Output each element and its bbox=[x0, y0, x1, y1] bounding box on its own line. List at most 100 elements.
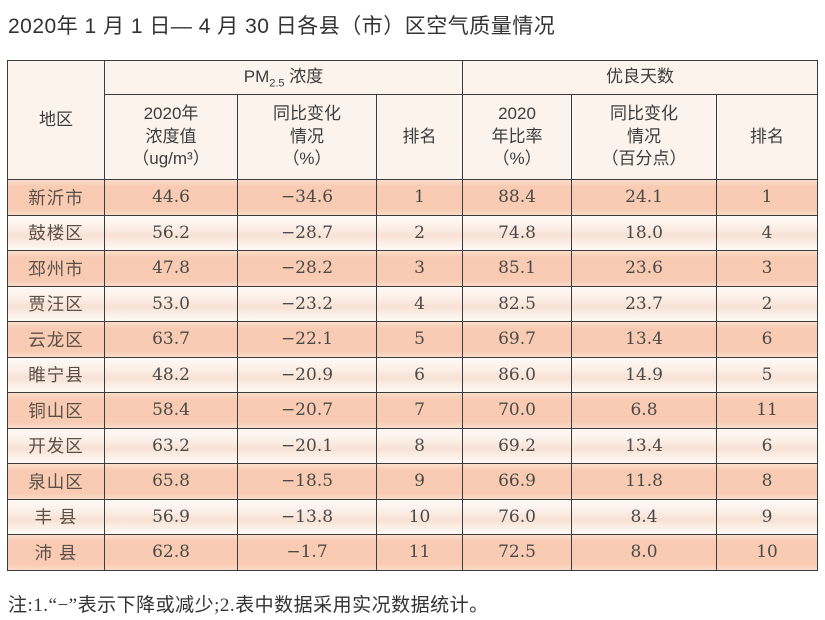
pm25-prefix: PM bbox=[243, 67, 270, 87]
region-name: 睢宁县 bbox=[7, 356, 105, 393]
cell-gd-ratio: 69.2 bbox=[462, 427, 573, 464]
table-row: 开发区 63.2 −20.1 8 69.2 13.4 6 bbox=[7, 427, 819, 464]
cell-pm-value: 63.7 bbox=[104, 321, 238, 358]
cell-gd-rank: 1 bbox=[716, 179, 819, 216]
cell-gd-ratio: 66.9 bbox=[462, 463, 573, 500]
region-name: 开发区 bbox=[7, 427, 105, 464]
cell-pm-change: −1.7 bbox=[237, 534, 377, 571]
table-row: 云龙区 63.7 −22.1 5 69.7 13.4 6 bbox=[7, 321, 819, 358]
cell-gd-rank: 10 bbox=[716, 534, 819, 571]
header-pm-rank: 排名 bbox=[375, 94, 464, 180]
header-group-row: 地区 PM2.5 浓度 优良天数 bbox=[7, 60, 819, 180]
cell-gd-change: 14.9 bbox=[571, 356, 718, 393]
cell-gd-ratio: 70.0 bbox=[462, 392, 573, 429]
cell-pm-rank: 11 bbox=[375, 534, 464, 571]
cell-pm-change: −13.8 bbox=[237, 498, 377, 535]
cell-gd-ratio: 72.5 bbox=[462, 534, 573, 571]
header-pm-change: 同比变化 情况 （%） bbox=[237, 94, 377, 180]
cell-pm-change: −28.7 bbox=[237, 214, 377, 251]
cell-gd-rank: 4 bbox=[716, 214, 819, 251]
cell-pm-rank: 5 bbox=[375, 321, 464, 358]
cell-gd-ratio: 88.4 bbox=[462, 179, 573, 216]
table-row: 铜山区 58.4 −20.7 7 70.0 6.8 11 bbox=[7, 392, 819, 429]
cell-pm-value: 53.0 bbox=[104, 285, 238, 322]
cell-pm-value: 44.6 bbox=[104, 179, 238, 216]
cell-pm-value: 56.9 bbox=[104, 498, 238, 535]
cell-pm-change: −34.6 bbox=[237, 179, 377, 216]
header-gd-change: 同比变化 情况 （百分点） bbox=[571, 94, 718, 180]
cell-gd-change: 13.4 bbox=[571, 321, 718, 358]
region-name: 铜山区 bbox=[7, 392, 105, 429]
cell-gd-rank: 11 bbox=[716, 392, 819, 429]
pm25-subscript: 2.5 bbox=[269, 77, 285, 90]
region-name: 丰 县 bbox=[7, 498, 105, 535]
cell-gd-rank: 6 bbox=[716, 321, 819, 358]
cell-gd-rank: 6 bbox=[716, 427, 819, 464]
cell-gd-rank: 3 bbox=[716, 250, 819, 287]
table-header: 地区 PM2.5 浓度 优良天数 2020年 浓度值 （ug/m³） 同比变化 … bbox=[7, 60, 819, 180]
cell-pm-value: 48.2 bbox=[104, 356, 238, 393]
table-row: 泉山区 65.8 −18.5 9 66.9 11.8 8 bbox=[7, 463, 819, 500]
region-name: 新沂市 bbox=[7, 179, 105, 216]
table-body: 新沂市 44.6 −34.6 1 88.4 24.1 1 鼓楼区 56.2 −28.7 2 74.8 1… bbox=[7, 179, 819, 571]
cell-pm-value: 62.8 bbox=[104, 534, 238, 571]
table-row: 鼓楼区 56.2 −28.7 2 74.8 18.0 4 bbox=[7, 214, 819, 251]
cell-pm-rank: 10 bbox=[375, 498, 464, 535]
cell-gd-rank: 2 bbox=[716, 285, 819, 322]
cell-pm-value: 63.2 bbox=[104, 427, 238, 464]
header-gd-rank: 排名 bbox=[716, 94, 819, 180]
region-name: 泉山区 bbox=[7, 463, 105, 500]
cell-pm-value: 47.8 bbox=[104, 250, 238, 287]
cell-pm-change: −28.2 bbox=[237, 250, 377, 287]
cell-gd-rank: 5 bbox=[716, 356, 819, 393]
page-title: 2020年 1 月 1 日— 4 月 30 日各县（市）区空气质量情况 bbox=[8, 15, 556, 38]
cell-gd-rank: 9 bbox=[716, 498, 819, 535]
cell-gd-change: 23.7 bbox=[571, 285, 718, 322]
cell-gd-change: 11.8 bbox=[571, 463, 718, 500]
cell-pm-change: −20.9 bbox=[237, 356, 377, 393]
region-name: 云龙区 bbox=[7, 321, 105, 358]
cell-gd-change: 6.8 bbox=[571, 392, 718, 429]
cell-gd-ratio: 76.0 bbox=[462, 498, 573, 535]
cell-pm-change: −22.1 bbox=[237, 321, 377, 358]
table-row: 睢宁县 48.2 −20.9 6 86.0 14.9 5 bbox=[7, 356, 819, 393]
cell-pm-value: 58.4 bbox=[104, 392, 238, 429]
table-row: 贾汪区 53.0 −23.2 4 82.5 23.7 2 bbox=[7, 285, 819, 322]
cell-pm-rank: 1 bbox=[375, 179, 464, 216]
table-row: 沛 县 62.8 −1.7 11 72.5 8.0 10 bbox=[7, 534, 819, 571]
cell-pm-rank: 6 bbox=[375, 356, 464, 393]
cell-gd-ratio: 74.8 bbox=[462, 214, 573, 251]
cell-gd-ratio: 85.1 bbox=[462, 250, 573, 287]
cell-pm-change: −20.7 bbox=[237, 392, 377, 429]
region-name: 鼓楼区 bbox=[7, 214, 105, 251]
region-name: 沛 县 bbox=[7, 534, 105, 571]
header-pm-value: 2020年 浓度值 （ug/m³） bbox=[104, 94, 238, 180]
footnote: 注:1.“−”表示下降或减少;2.表中数据采用实况数据统计。 bbox=[8, 594, 489, 616]
cell-gd-change: 8.0 bbox=[571, 534, 718, 571]
region-name: 邳州市 bbox=[7, 250, 105, 287]
cell-pm-rank: 3 bbox=[375, 250, 464, 287]
header-good-days-group: 优良天数 bbox=[462, 60, 819, 95]
cell-gd-ratio: 69.7 bbox=[462, 321, 573, 358]
table-row: 丰 县 56.9 −13.8 10 76.0 8.4 9 bbox=[7, 498, 819, 535]
table-row: 邳州市 47.8 −28.2 3 85.1 23.6 3 bbox=[7, 250, 819, 287]
cell-pm-rank: 4 bbox=[375, 285, 464, 322]
cell-pm-change: −23.2 bbox=[237, 285, 377, 322]
region-name: 贾汪区 bbox=[7, 285, 105, 322]
header-pm25-group: PM2.5 浓度 bbox=[103, 60, 464, 95]
cell-gd-change: 8.4 bbox=[571, 498, 718, 535]
cell-pm-rank: 9 bbox=[375, 463, 464, 500]
cell-gd-change: 24.1 bbox=[571, 179, 718, 216]
cell-pm-rank: 2 bbox=[375, 214, 464, 251]
cell-gd-ratio: 86.0 bbox=[462, 356, 573, 393]
cell-gd-change: 18.0 bbox=[571, 214, 718, 251]
cell-pm-rank: 8 bbox=[375, 427, 464, 464]
cell-gd-change: 13.4 bbox=[571, 427, 718, 464]
table-row: 新沂市 44.6 −34.6 1 88.4 24.1 1 bbox=[7, 179, 819, 216]
pm25-suffix: 浓度 bbox=[284, 67, 324, 87]
header-sub-row: 2020年 浓度值 （ug/m³） 同比变化 情况 （%） 排名 2020 年比… bbox=[8, 94, 819, 180]
cell-pm-value: 56.2 bbox=[104, 214, 238, 251]
header-region: 地区 bbox=[7, 60, 105, 180]
cell-gd-rank: 8 bbox=[716, 463, 819, 500]
